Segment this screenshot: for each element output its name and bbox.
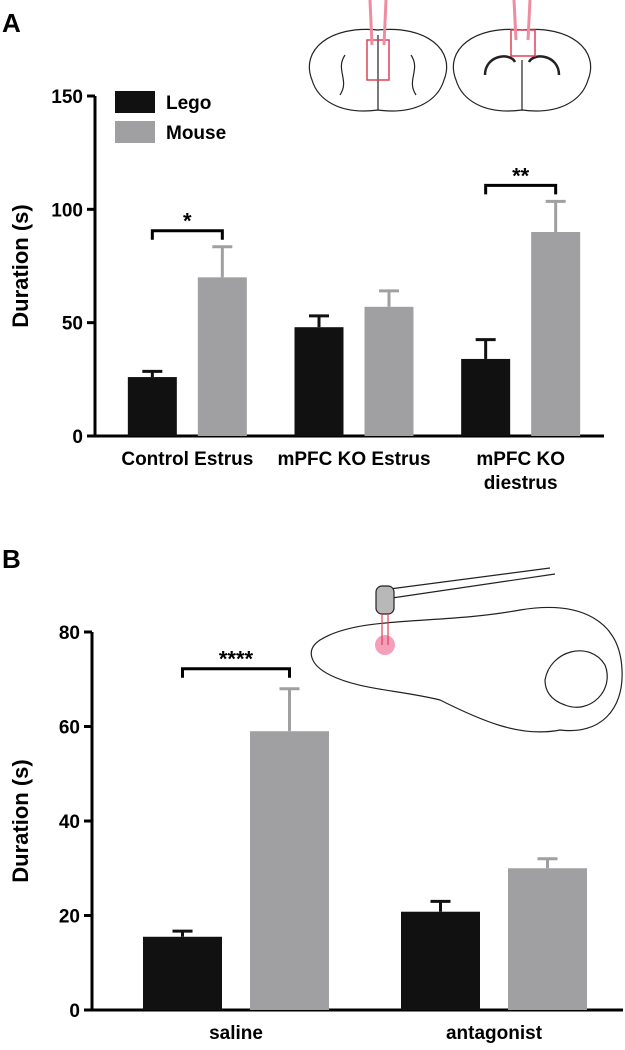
bar — [127, 377, 177, 436]
bar — [143, 936, 222, 1010]
bar — [250, 731, 329, 1010]
y-tick-label: 50 — [62, 314, 83, 335]
significance-bracket — [150, 229, 224, 240]
y-tick-label: 0 — [69, 1001, 80, 1022]
bar — [531, 232, 581, 436]
y-tick-label: 40 — [59, 812, 80, 833]
y-tick-label: 100 — [51, 200, 83, 221]
x-tick-label: saline — [209, 1023, 263, 1044]
y-axis-label: Duration (s) — [8, 204, 33, 327]
brain-sagittal-illustration — [310, 567, 623, 733]
bar — [401, 911, 480, 1010]
legend-label: Lego — [166, 93, 211, 114]
significance-bracket — [484, 183, 558, 195]
significance-bracket — [181, 667, 291, 678]
legend-label: Mouse — [166, 123, 226, 144]
legend-swatch — [115, 91, 155, 113]
bar — [294, 327, 344, 436]
y-tick-label: 20 — [59, 907, 80, 928]
bar — [461, 358, 511, 436]
x-tick-label: antagonist — [445, 1023, 543, 1044]
y-tick-label: 0 — [72, 427, 83, 448]
panel-label: B — [2, 544, 21, 574]
y-axis-label: Duration (s) — [8, 759, 33, 882]
y-tick-label: 80 — [59, 623, 80, 644]
panel-label: A — [2, 8, 21, 38]
legend-swatch — [115, 121, 155, 143]
significance-label: ** — [512, 163, 530, 188]
y-tick-label: 60 — [59, 718, 80, 739]
x-tick-label: Control Estrus — [121, 449, 254, 470]
significance-label: * — [183, 209, 192, 234]
significance-label: **** — [219, 647, 254, 672]
x-tick-label: mPFC KO diestrus — [476, 449, 565, 494]
y-tick-label: 150 — [51, 87, 83, 108]
bar — [508, 868, 587, 1010]
x-tick-label: mPFC KO Estrus — [277, 449, 431, 470]
bar — [197, 277, 247, 436]
bar — [364, 306, 414, 436]
brain-coronal-illustration — [308, 0, 592, 112]
